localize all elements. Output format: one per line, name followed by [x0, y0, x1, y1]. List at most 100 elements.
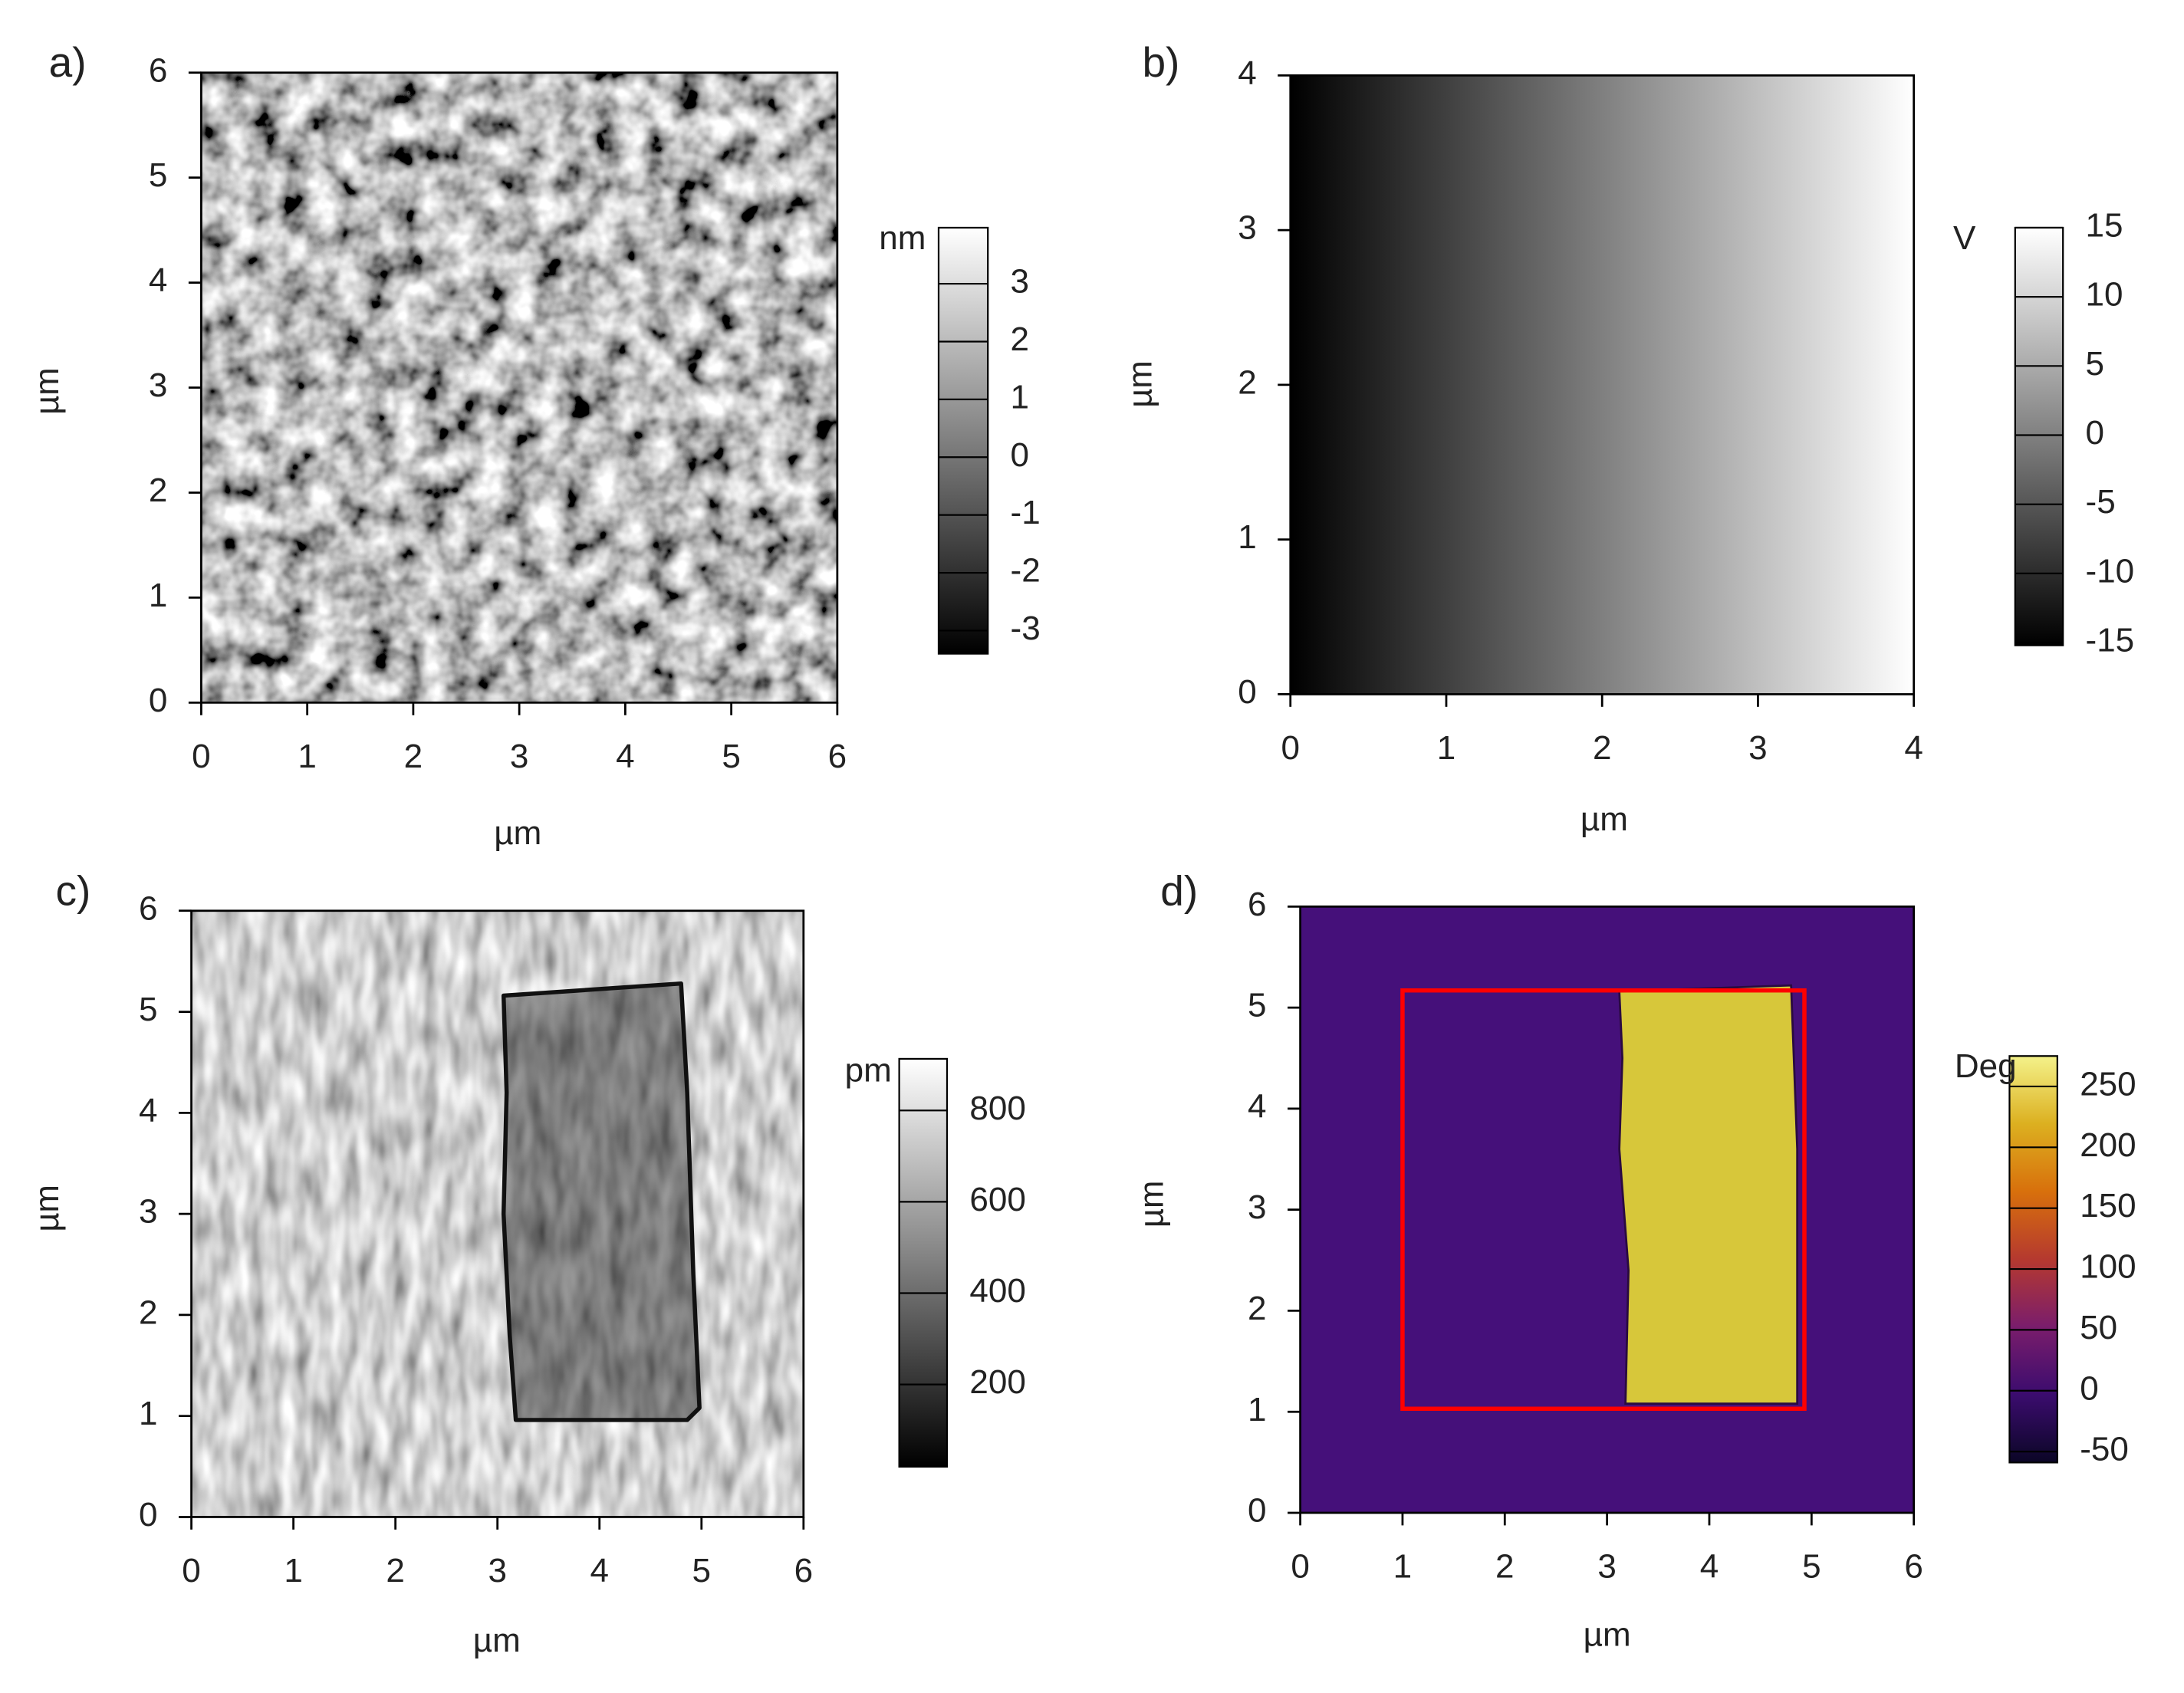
x-tick-label: 3	[1597, 1548, 1616, 1586]
colorbar-tick-label: 400	[969, 1272, 1025, 1310]
panel-label: a)	[49, 38, 87, 86]
colorbar-tick-label: 200	[2080, 1126, 2136, 1164]
y-tick-label: 3	[149, 367, 167, 404]
x-tick-label: 4	[616, 738, 634, 775]
x-tick-label: 1	[1437, 729, 1455, 767]
y-axis-label: µm	[28, 1185, 66, 1232]
x-tick-label: 0	[182, 1552, 200, 1589]
colorbar-tick-label: 250	[2080, 1066, 2136, 1103]
x-axis-label: µm	[1584, 1616, 1631, 1654]
y-tick-label: 4	[1238, 54, 1256, 92]
colorbar-tick-label: 2	[1011, 321, 1029, 358]
x-tick-label: 5	[1802, 1548, 1821, 1586]
colorbar-tick-label: -3	[1011, 610, 1041, 647]
colorbar-tick-label: 3	[1011, 263, 1029, 301]
panel-label: d)	[1160, 867, 1198, 915]
x-tick-label: 6	[1904, 1548, 1923, 1586]
region-box	[1400, 988, 1807, 1411]
x-tick-label: 0	[1281, 729, 1299, 767]
colorbar-tick-label: 5	[2086, 345, 2104, 383]
colorbar-tick-label: 50	[2080, 1309, 2117, 1346]
colorbar-label: pm	[845, 1052, 892, 1090]
colorbar-tick-label: -5	[2086, 483, 2116, 521]
x-tick-label: 6	[794, 1552, 813, 1589]
y-tick-label: 4	[139, 1092, 157, 1129]
colorbar-tick-label: -2	[1011, 552, 1041, 590]
afm-image	[191, 910, 804, 1517]
x-tick-label: 0	[192, 738, 210, 775]
y-tick-label: 2	[139, 1294, 157, 1332]
colorbar-label: Deg	[1955, 1047, 2017, 1085]
y-tick-label: 1	[149, 577, 167, 614]
y-tick-label: 2	[1238, 364, 1256, 402]
y-tick-label: 3	[1238, 209, 1256, 247]
x-tick-label: 0	[1291, 1548, 1309, 1586]
colorbar-tick-label: 600	[969, 1181, 1025, 1218]
afm-image	[1290, 75, 1914, 695]
x-tick-label: 6	[828, 738, 847, 775]
x-tick-label: 2	[404, 738, 423, 775]
colorbar-tick-label: -15	[2086, 622, 2135, 659]
y-axis-label: µm	[28, 367, 66, 415]
panel-label: c)	[55, 867, 90, 915]
colorbar-label: V	[1953, 219, 1976, 257]
x-tick-label: 5	[692, 1552, 711, 1589]
x-tick-label: 3	[488, 1552, 506, 1589]
x-axis-label: µm	[1580, 800, 1628, 838]
switched-domain	[1618, 984, 1799, 1405]
y-tick-label: 4	[149, 261, 167, 299]
colorbar-tick-label: -1	[1011, 494, 1041, 531]
colorbar-tick-label: 100	[2080, 1248, 2136, 1286]
afm-image	[1300, 906, 1914, 1513]
colorbar-tick-label: 0	[1011, 436, 1029, 474]
y-tick-label: 5	[149, 156, 167, 194]
y-tick-label: 5	[139, 991, 157, 1028]
y-tick-label: 0	[1238, 673, 1256, 711]
x-tick-label: 4	[590, 1552, 608, 1589]
y-tick-label: 1	[139, 1395, 157, 1432]
colorbar-tick-label: 0	[2080, 1369, 2098, 1407]
colorbar-tick-label: 10	[2086, 276, 2123, 314]
y-tick-label: 6	[149, 51, 167, 89]
y-tick-label: 0	[149, 682, 167, 719]
x-tick-label: 1	[298, 738, 316, 775]
y-axis-label: µm	[1133, 1181, 1170, 1228]
colorbar	[2014, 226, 2064, 646]
colorbar	[898, 1057, 949, 1468]
y-tick-label: 1	[1248, 1391, 1266, 1428]
x-tick-label: 4	[1700, 1548, 1719, 1586]
y-tick-label: 0	[1248, 1492, 1266, 1530]
colorbar-tick-label: 15	[2086, 207, 2123, 245]
y-tick-label: 4	[1248, 1088, 1266, 1126]
y-tick-label: 6	[1248, 886, 1266, 923]
x-tick-label: 2	[1495, 1548, 1514, 1586]
x-axis-label: µm	[494, 814, 541, 852]
y-tick-label: 3	[139, 1193, 157, 1231]
colorbar	[2008, 1055, 2058, 1464]
colorbar-label: nm	[879, 219, 926, 257]
y-tick-label: 3	[1248, 1188, 1266, 1226]
afm-image	[201, 72, 837, 703]
y-tick-label: 0	[139, 1496, 157, 1534]
y-axis-label: µm	[1122, 360, 1159, 408]
colorbar-tick-label: -50	[2080, 1431, 2129, 1468]
panel-label: b)	[1142, 38, 1179, 86]
y-tick-label: 2	[149, 472, 167, 509]
colorbar-tick-label: 800	[969, 1090, 1025, 1127]
x-tick-label: 3	[510, 738, 528, 775]
y-tick-label: 2	[1248, 1290, 1266, 1327]
y-tick-label: 6	[139, 889, 157, 927]
x-tick-label: 5	[722, 738, 740, 775]
colorbar-tick-label: 1	[1011, 379, 1029, 416]
colorbar-tick-label: 0	[2086, 414, 2104, 452]
colorbar	[937, 226, 989, 655]
y-tick-label: 1	[1238, 518, 1256, 556]
x-axis-label: µm	[473, 1622, 521, 1659]
x-tick-label: 2	[1593, 729, 1611, 767]
x-tick-label: 1	[284, 1552, 302, 1589]
y-tick-label: 5	[1248, 987, 1266, 1024]
x-tick-label: 3	[1748, 729, 1767, 767]
colorbar-tick-label: 150	[2080, 1187, 2136, 1225]
